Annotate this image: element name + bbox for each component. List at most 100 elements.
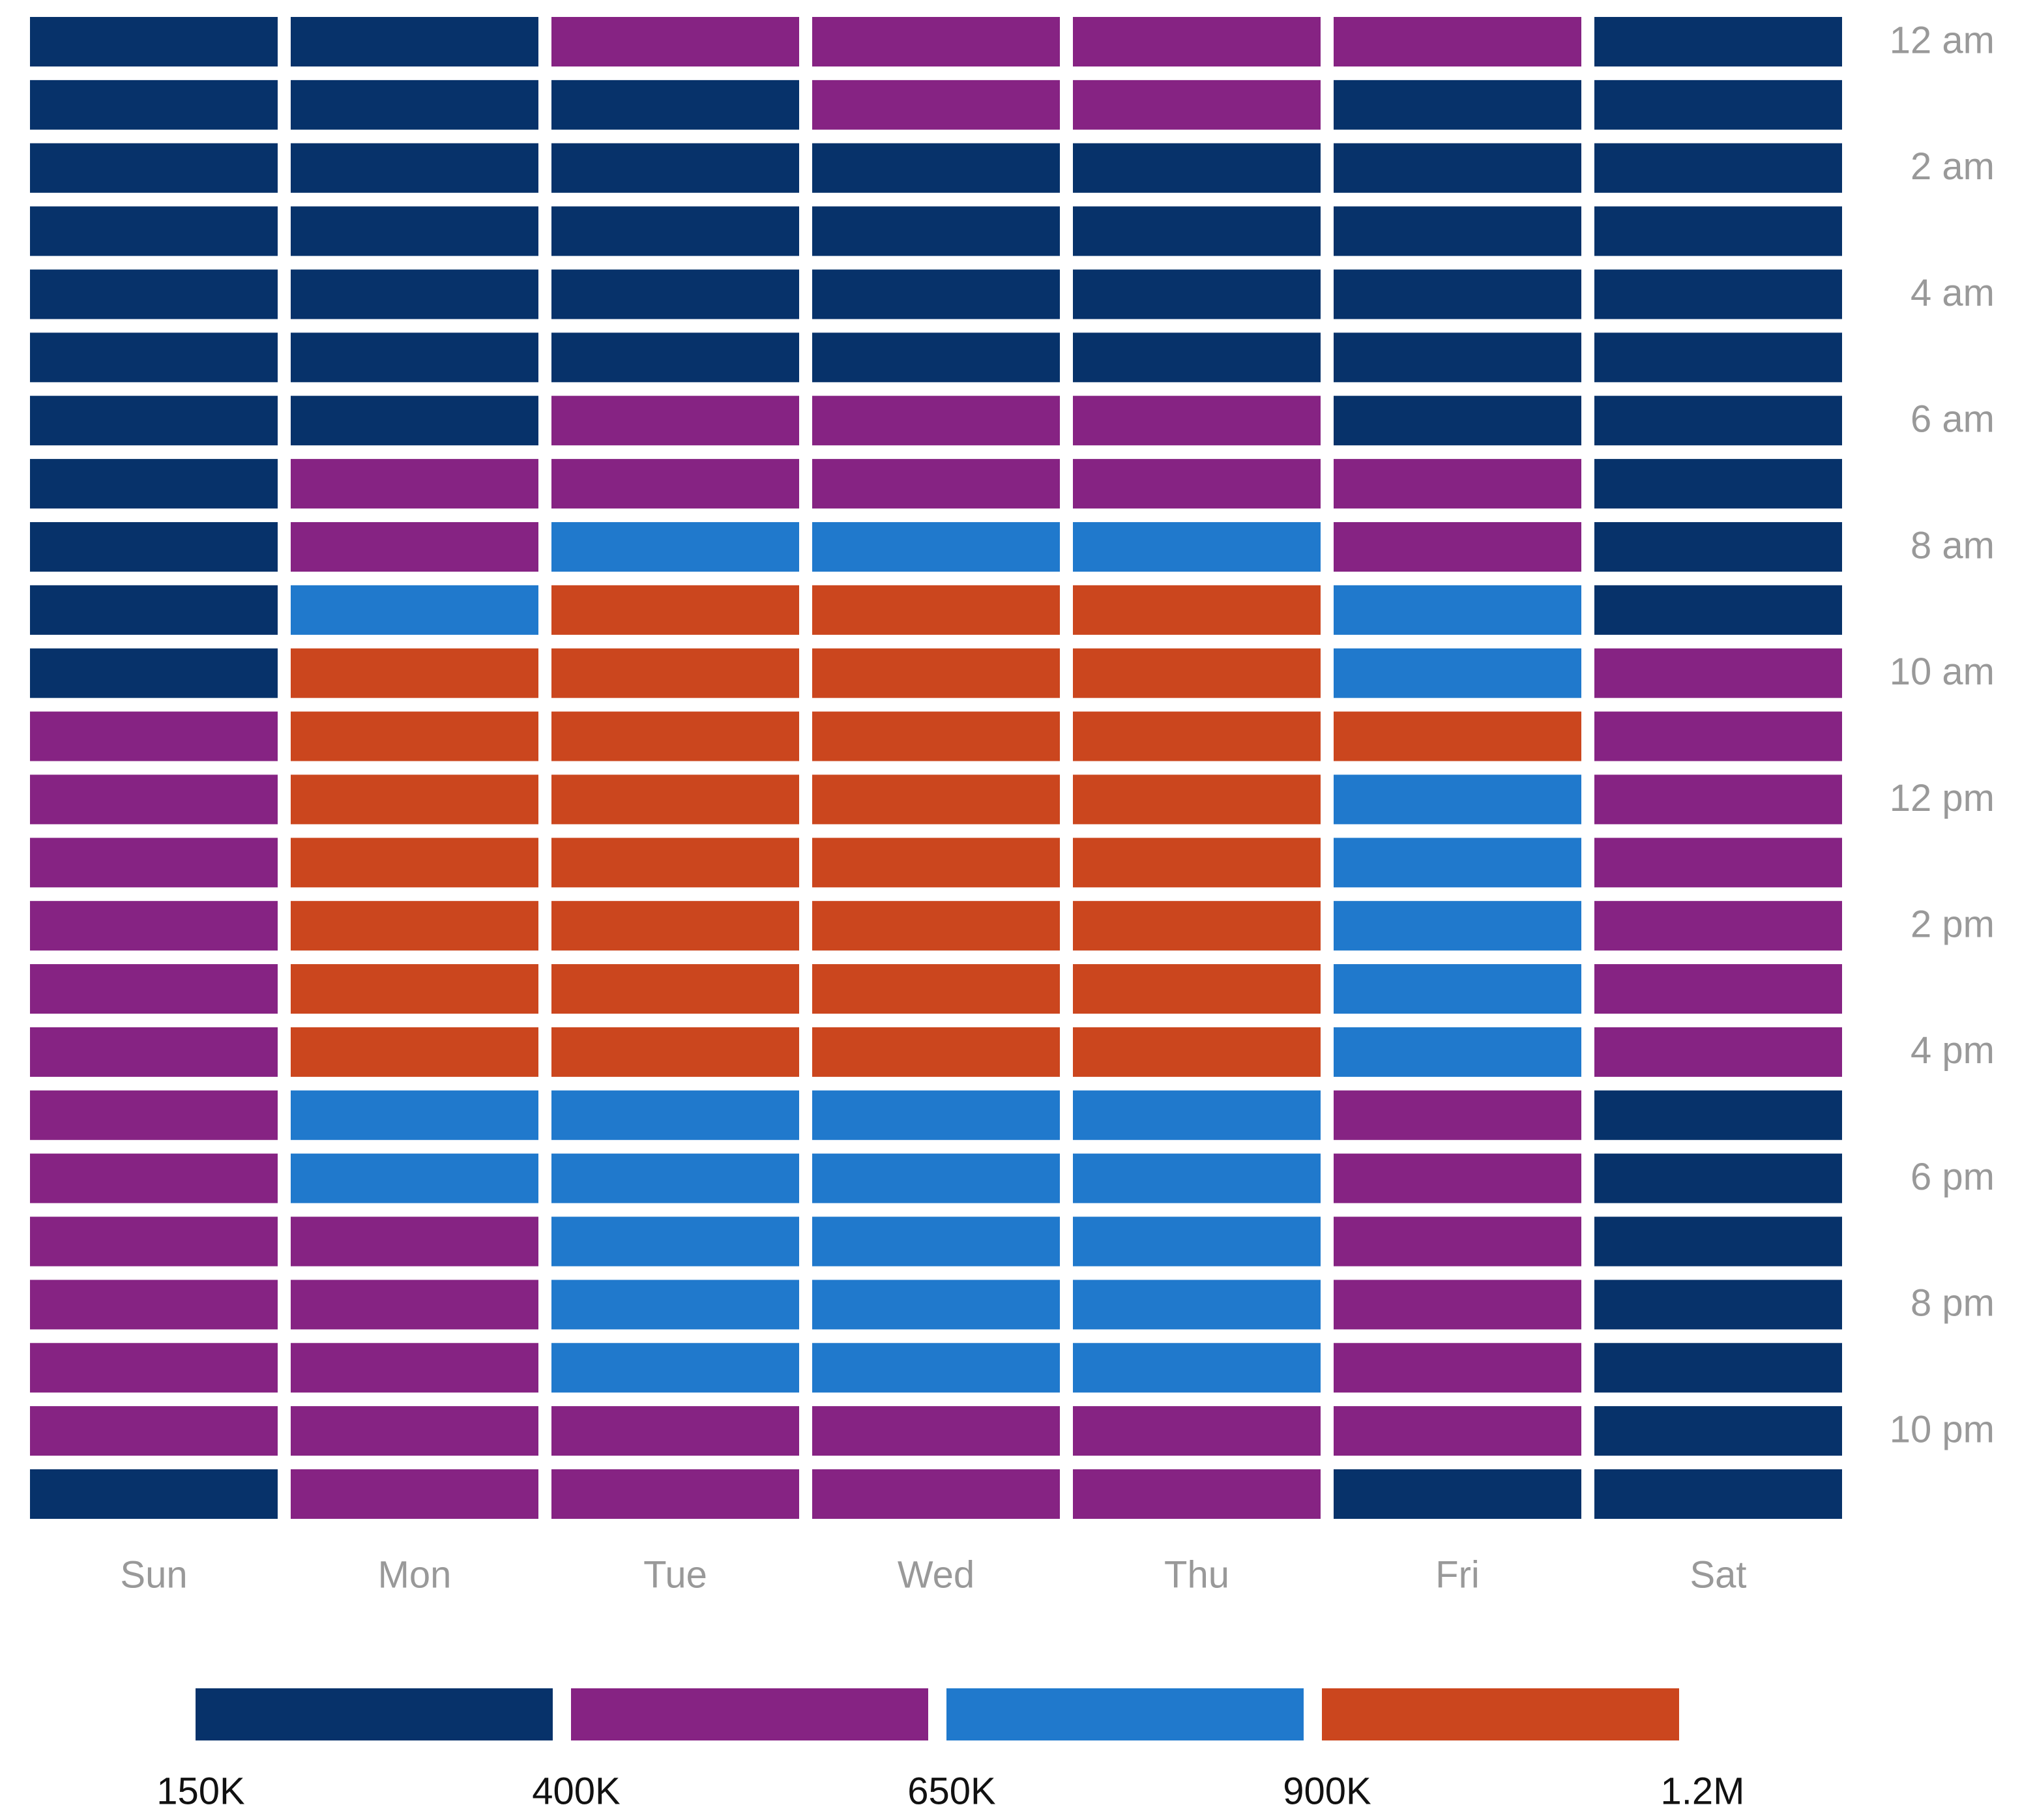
cell <box>291 1406 538 1456</box>
cell <box>291 1343 538 1393</box>
cell <box>551 206 799 256</box>
cell <box>551 1343 799 1393</box>
cell <box>551 711 799 761</box>
cell <box>1073 143 1321 193</box>
y-tick-label: 10 pm <box>1890 1408 1995 1450</box>
y-tick-label: 6 am <box>1911 398 1995 441</box>
y-tick-label: 2 am <box>1911 145 1995 188</box>
cell <box>1334 396 1581 446</box>
y-tick-label: 8 pm <box>1911 1282 1995 1325</box>
cell <box>1594 901 1842 951</box>
legend-swatch <box>196 1688 553 1740</box>
legend-swatch <box>571 1688 928 1740</box>
cell <box>551 964 799 1014</box>
cell <box>551 80 799 130</box>
cell <box>1594 206 1842 256</box>
cell <box>1594 269 1842 319</box>
cell <box>291 17 538 66</box>
cell <box>1594 80 1842 130</box>
cell <box>30 901 278 951</box>
cell <box>1334 838 1581 888</box>
legend-tick-label: 900K <box>1283 1770 1371 1812</box>
cell <box>812 1090 1060 1140</box>
cell <box>1073 269 1321 319</box>
cell <box>1594 521 1842 572</box>
cell <box>1334 1406 1581 1456</box>
cell <box>812 80 1060 130</box>
cell <box>1073 1216 1321 1267</box>
cell <box>30 80 278 130</box>
cell <box>1594 711 1842 761</box>
cell <box>291 1090 538 1140</box>
x-tick-label: Fri <box>1435 1553 1480 1596</box>
cell <box>291 838 538 888</box>
cell <box>551 1027 799 1077</box>
cell <box>30 1153 278 1203</box>
cell <box>30 1469 278 1519</box>
cell <box>1073 964 1321 1014</box>
cell <box>30 396 278 446</box>
cell <box>1594 396 1842 446</box>
cell <box>1073 1343 1321 1393</box>
cell <box>30 269 278 319</box>
cell <box>551 901 799 951</box>
cell <box>812 774 1060 825</box>
cell <box>291 459 538 509</box>
cell <box>291 1216 538 1267</box>
cell <box>1334 143 1581 193</box>
cell <box>1073 774 1321 825</box>
cell <box>551 838 799 888</box>
cell <box>812 269 1060 319</box>
cell <box>1073 396 1321 446</box>
cell <box>30 459 278 509</box>
cell <box>1073 17 1321 66</box>
cell <box>812 332 1060 383</box>
cell <box>1073 1153 1321 1203</box>
cell <box>551 1090 799 1140</box>
cell <box>1594 585 1842 635</box>
cell <box>1594 1343 1842 1393</box>
cell <box>1073 901 1321 951</box>
cell <box>1594 1469 1842 1519</box>
cell <box>812 521 1060 572</box>
cell <box>291 964 538 1014</box>
cell <box>812 1469 1060 1519</box>
cell <box>1073 1027 1321 1077</box>
cell <box>291 648 538 698</box>
cell <box>551 1469 799 1519</box>
cell <box>1594 459 1842 509</box>
cell <box>30 332 278 383</box>
cell <box>551 1153 799 1203</box>
cell <box>30 206 278 256</box>
x-tick-label: Mon <box>378 1553 452 1596</box>
x-tick-label: Thu <box>1164 1553 1229 1596</box>
cell <box>812 838 1060 888</box>
cell <box>291 711 538 761</box>
cell <box>1073 838 1321 888</box>
cell <box>30 1090 278 1140</box>
cell <box>1334 1216 1581 1267</box>
cell <box>1594 838 1842 888</box>
cell <box>1073 332 1321 383</box>
cell <box>1334 206 1581 256</box>
cell <box>291 332 538 383</box>
y-tick-label: 4 pm <box>1911 1029 1995 1072</box>
cell <box>1594 964 1842 1014</box>
cell <box>551 332 799 383</box>
cell <box>812 901 1060 951</box>
cell <box>30 711 278 761</box>
cell <box>30 774 278 825</box>
cell <box>551 648 799 698</box>
cell <box>1594 1406 1842 1456</box>
cell <box>551 1280 799 1330</box>
cell <box>30 585 278 635</box>
cell <box>1073 459 1321 509</box>
cell <box>1334 585 1581 635</box>
cell <box>551 774 799 825</box>
cell <box>1073 80 1321 130</box>
cell <box>812 1153 1060 1203</box>
cell <box>551 1216 799 1267</box>
cell <box>1073 1469 1321 1519</box>
cell <box>1334 332 1581 383</box>
